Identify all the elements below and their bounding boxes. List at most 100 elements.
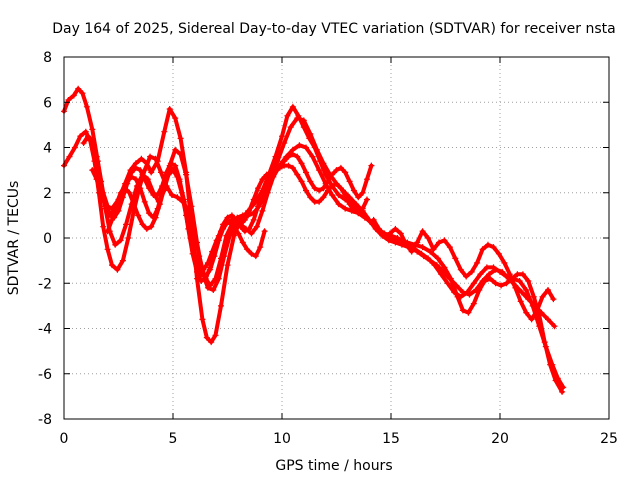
x-tick-label: 20 (491, 431, 509, 447)
data-point (166, 106, 173, 112)
data-point (207, 266, 214, 273)
data-point (492, 266, 499, 273)
y-tick-labels: -8 -6 -4 -2 0 2 4 6 8 (38, 50, 52, 428)
data-point (93, 176, 100, 183)
data-point (303, 187, 309, 194)
data-point (303, 144, 309, 151)
data-point (441, 237, 448, 244)
data-point (250, 216, 257, 223)
data-point (303, 169, 309, 176)
data-point (307, 178, 314, 185)
data-point (224, 262, 231, 269)
data-point (98, 189, 105, 196)
data-point (152, 155, 159, 162)
data-point (397, 230, 404, 237)
data-point (530, 293, 537, 300)
data-point (261, 228, 268, 235)
data-point (307, 130, 314, 137)
data-point (109, 216, 115, 223)
data-point (89, 137, 96, 144)
data-point (436, 239, 442, 246)
data-point (307, 194, 314, 201)
data-point (440, 268, 447, 275)
data-point (359, 205, 366, 212)
data-point (172, 115, 179, 122)
data-point (551, 323, 558, 330)
data-point (281, 140, 288, 146)
data-point (148, 223, 155, 230)
data-point (536, 323, 543, 330)
data-point (228, 216, 235, 223)
data-point (545, 287, 551, 293)
data-point (257, 244, 264, 251)
data-point (342, 192, 349, 198)
data-point (528, 316, 535, 323)
data-point (408, 248, 415, 255)
data-point (514, 271, 521, 278)
data-point (386, 230, 393, 237)
data-point (433, 262, 440, 269)
data-series (61, 85, 567, 395)
data-point (137, 185, 144, 192)
data-point (274, 158, 281, 165)
data-point (335, 201, 342, 208)
data-point (430, 246, 437, 253)
markers-trace-7 (370, 216, 557, 323)
data-point (474, 259, 481, 266)
data-point (333, 167, 340, 174)
data-point (501, 259, 508, 266)
data-point (353, 201, 360, 208)
data-point (420, 253, 427, 260)
data-point (329, 171, 336, 178)
data-point (226, 232, 233, 239)
data-point (218, 302, 224, 309)
data-point (490, 244, 497, 251)
data-point (403, 241, 410, 248)
x-tick-label: 10 (273, 431, 291, 447)
data-point (554, 375, 561, 382)
data-point (542, 343, 549, 350)
data-point (203, 334, 210, 341)
data-point (138, 155, 145, 162)
data-point (473, 287, 479, 293)
data-point (538, 309, 545, 316)
data-point (104, 246, 111, 253)
data-point (199, 316, 206, 323)
x-tick-label: 15 (382, 431, 400, 447)
data-point (346, 178, 353, 185)
data-point (111, 207, 118, 214)
data-point (368, 162, 375, 169)
data-point (215, 275, 222, 282)
data-point (296, 142, 303, 149)
data-point (180, 196, 187, 203)
data-point (221, 253, 228, 260)
data-point (139, 221, 146, 228)
data-point (506, 271, 513, 278)
data-point (427, 248, 434, 255)
data-point (495, 250, 502, 257)
data-point (470, 280, 477, 287)
data-point (112, 241, 119, 248)
data-point (198, 278, 205, 284)
data-point (119, 187, 126, 194)
data-point (114, 266, 121, 273)
data-point (294, 115, 301, 122)
data-point (376, 225, 382, 232)
data-point (479, 246, 486, 253)
data-point (441, 264, 448, 271)
y-axis-label: SDTVAR / TECUs (6, 181, 22, 296)
data-point (71, 144, 78, 151)
data-point (89, 167, 96, 174)
data-point (79, 90, 86, 97)
data-point (119, 257, 126, 264)
data-point (525, 296, 532, 303)
data-point (77, 133, 84, 140)
data-point (80, 140, 87, 146)
y-tick-label: 2 (43, 186, 52, 202)
data-point (446, 244, 453, 251)
data-point (316, 198, 323, 205)
data-point (364, 176, 370, 183)
data-point (161, 128, 168, 135)
data-point (361, 214, 368, 221)
data-point (483, 264, 490, 271)
